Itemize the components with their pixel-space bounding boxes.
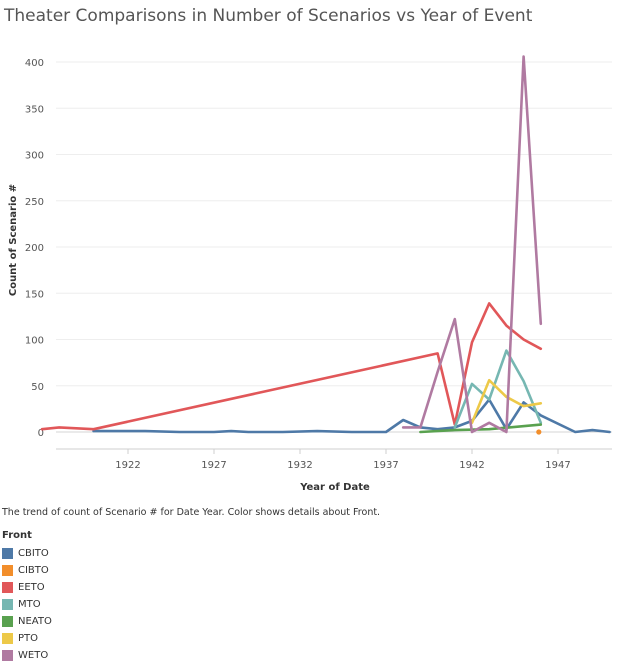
series-line-mto	[453, 349, 543, 429]
series-lines	[40, 55, 611, 435]
legend-item-weto[interactable]: WETO	[2, 647, 52, 664]
y-tick-label: 250	[25, 197, 44, 208]
y-tick-label: 350	[25, 104, 44, 115]
legend-item-cbito[interactable]: CBITO	[2, 545, 52, 562]
y-tick-label: 150	[25, 289, 44, 300]
chart-title: Theater Comparisons in Number of Scenari…	[4, 6, 533, 26]
legend-label: PTO	[18, 633, 39, 644]
x-tick-label: 1942	[459, 460, 484, 471]
legend-swatch	[2, 650, 13, 661]
legend-label: CIBTO	[18, 565, 49, 576]
legend-label: EETO	[18, 582, 45, 593]
legend-label: WETO	[18, 650, 49, 661]
series-line-cbito	[92, 398, 611, 434]
y-axis-label: Count of Scenario #	[8, 184, 19, 296]
legend-swatch	[2, 616, 13, 627]
y-axis-ticks: 0 50 100 150 200 250 300 350 400	[25, 58, 44, 439]
legend-label: NEATO	[18, 616, 52, 627]
x-tick-label: 1932	[287, 460, 312, 471]
legend-swatch	[2, 633, 13, 644]
legend-item-mto[interactable]: MTO	[2, 596, 52, 613]
legend-label: CBITO	[18, 548, 49, 559]
line-chart: 0 50 100 150 200 250 300 350 400 1922 1927 1932 193…	[8, 55, 612, 493]
legend-label: MTO	[18, 599, 41, 610]
legend: Front CBITO CIBTO EETO MTO NEATO PTO WETO	[2, 530, 52, 664]
y-tick-label: 300	[25, 151, 44, 162]
x-axis-ticks: 1922 1927 1932 1937 1942 1947	[56, 448, 612, 471]
x-tick-label: 1937	[373, 460, 398, 471]
legend-item-pto[interactable]: PTO	[2, 630, 52, 647]
legend-title: Front	[2, 530, 32, 541]
y-tick-label: 400	[25, 58, 44, 69]
x-tick-label: 1922	[115, 460, 140, 471]
y-tick-label: 50	[31, 382, 44, 393]
legend-swatch	[2, 565, 13, 576]
legend-swatch	[2, 599, 13, 610]
chart-caption: The trend of count of Scenario # for Dat…	[2, 507, 381, 518]
y-tick-label: 0	[38, 428, 44, 439]
legend-item-cibto[interactable]: CIBTO	[2, 562, 52, 579]
x-tick-label: 1947	[545, 460, 570, 471]
series-line-eeto	[40, 302, 543, 431]
series-line-weto	[401, 55, 543, 434]
y-tick-label: 200	[25, 243, 44, 254]
x-tick-label: 1927	[201, 460, 226, 471]
series-line-pto	[470, 378, 543, 425]
x-axis-label: Year of Date	[299, 482, 370, 493]
y-tick-label: 100	[25, 336, 44, 347]
legend-item-neato[interactable]: NEATO	[2, 613, 52, 630]
series-point-cibto	[536, 429, 542, 435]
legend-swatch	[2, 582, 13, 593]
legend-swatch	[2, 548, 13, 559]
legend-item-eeto[interactable]: EETO	[2, 579, 52, 596]
